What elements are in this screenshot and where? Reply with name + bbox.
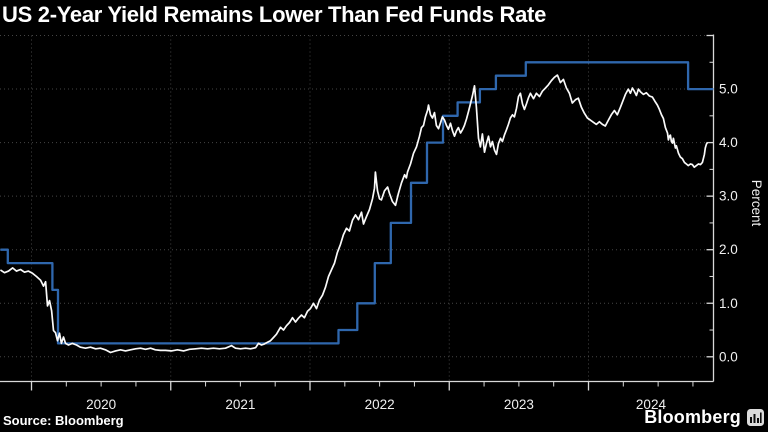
bloomberg-terminal-icon bbox=[747, 409, 764, 426]
y-tick-label: 3.0 bbox=[719, 189, 738, 204]
x-tick-label: 2020 bbox=[86, 397, 116, 412]
y-tick-label: 4.0 bbox=[719, 135, 738, 150]
y-tick-label: 1.0 bbox=[719, 296, 738, 311]
x-tick-label: 2022 bbox=[365, 397, 395, 412]
bloomberg-wordmark: Bloomberg bbox=[644, 407, 741, 427]
source-note: Source: Bloomberg bbox=[3, 413, 124, 428]
chart-title: US 2-Year Yield Remains Lower Than Fed F… bbox=[2, 2, 547, 27]
y-tick-label: 2.0 bbox=[719, 242, 738, 257]
x-tick-label: 2023 bbox=[504, 397, 534, 412]
fed-funds-line bbox=[0, 61, 714, 345]
x-tick-label: 2024 bbox=[636, 397, 667, 412]
bloomberg-logo: Bloomberg bbox=[644, 407, 764, 428]
two-year-yield-line bbox=[0, 74, 709, 354]
y-tick-label: 5.0 bbox=[719, 82, 738, 97]
y-tick-label: 0.0 bbox=[719, 349, 738, 364]
x-tick-label: 2021 bbox=[225, 397, 255, 412]
y-axis-title: Percent bbox=[749, 180, 764, 227]
